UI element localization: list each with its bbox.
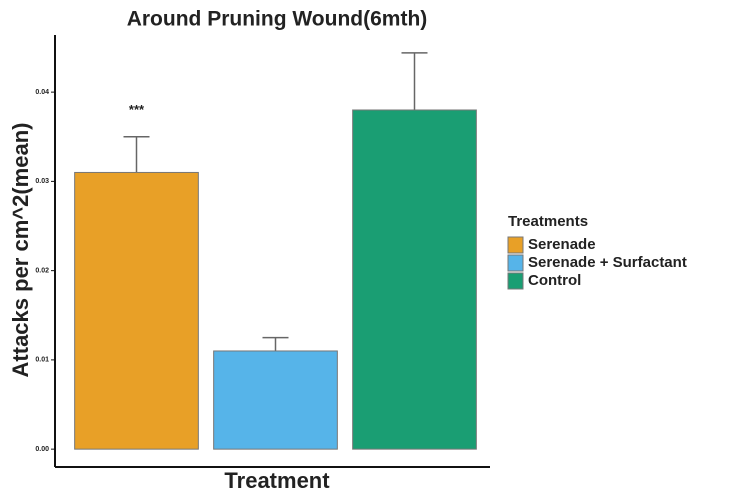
legend-swatch bbox=[507, 272, 524, 290]
y-tick-label: 0.01 bbox=[35, 357, 49, 364]
bar bbox=[352, 109, 477, 450]
bar bbox=[213, 350, 338, 450]
legend-swatch bbox=[507, 254, 524, 272]
legend-label: Serenade + Surfactant bbox=[528, 254, 687, 271]
annotation: *** bbox=[129, 102, 145, 117]
legend-title: Treatments bbox=[508, 213, 588, 230]
x-axis-label: Treatment bbox=[224, 468, 330, 493]
chart-title: Around Pruning Wound(6mth) bbox=[127, 8, 428, 31]
legend-label: Control bbox=[528, 272, 581, 289]
bar bbox=[74, 171, 199, 450]
y-tick-label: 0.04 bbox=[35, 89, 49, 96]
y-tick-label: 0.00 bbox=[35, 446, 49, 453]
y-axis-label: Attacks per cm^2(mean) bbox=[8, 123, 33, 378]
legend-swatch bbox=[507, 236, 524, 254]
legend-label: Serenade bbox=[528, 236, 596, 253]
y-tick-label: 0.02 bbox=[35, 267, 49, 274]
y-tick-label: 0.03 bbox=[35, 178, 49, 185]
